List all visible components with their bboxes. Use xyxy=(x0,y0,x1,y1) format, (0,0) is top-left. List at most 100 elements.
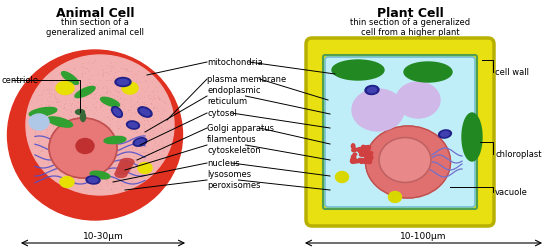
Point xyxy=(146,96,155,100)
Point xyxy=(141,162,150,166)
Point xyxy=(138,87,147,91)
Point xyxy=(125,143,134,147)
Point xyxy=(91,92,100,96)
Point xyxy=(101,78,110,82)
Point xyxy=(91,149,100,153)
Point xyxy=(151,139,160,143)
Point xyxy=(126,149,135,153)
Point xyxy=(37,93,46,97)
Point xyxy=(64,128,73,132)
Point xyxy=(60,79,69,83)
Point xyxy=(68,123,77,127)
Point xyxy=(124,108,133,112)
Point xyxy=(165,127,174,131)
Point xyxy=(127,179,136,183)
Point xyxy=(77,71,86,75)
Point xyxy=(45,109,53,113)
Point xyxy=(109,93,118,97)
Point xyxy=(50,127,59,131)
Point xyxy=(150,93,158,97)
Point xyxy=(69,66,78,70)
Point xyxy=(107,175,116,179)
Point xyxy=(70,98,79,102)
Point xyxy=(115,147,124,151)
Point xyxy=(136,169,145,173)
Point xyxy=(109,76,118,80)
Point xyxy=(138,140,147,144)
Point xyxy=(140,111,148,115)
Point xyxy=(133,159,141,163)
Ellipse shape xyxy=(351,160,354,162)
Point xyxy=(112,159,121,163)
Point xyxy=(36,114,45,118)
Point xyxy=(111,88,120,92)
Point xyxy=(124,167,133,171)
Point xyxy=(69,142,78,146)
Point xyxy=(119,118,128,122)
Point xyxy=(88,177,97,181)
Ellipse shape xyxy=(404,62,452,82)
Point xyxy=(70,134,79,138)
Point xyxy=(111,162,120,166)
Point xyxy=(138,142,147,146)
Ellipse shape xyxy=(359,159,364,161)
Point xyxy=(74,92,83,96)
Point xyxy=(73,125,81,129)
Point xyxy=(82,156,91,160)
Point xyxy=(80,186,89,190)
Point xyxy=(131,81,140,85)
Point xyxy=(46,133,54,137)
Point xyxy=(73,155,82,159)
Point xyxy=(51,100,60,104)
Point xyxy=(89,154,97,158)
Point xyxy=(43,123,52,127)
Point xyxy=(96,170,104,174)
Point xyxy=(54,155,63,159)
Point xyxy=(45,91,53,95)
Point xyxy=(52,122,60,126)
Point xyxy=(102,183,111,187)
Point xyxy=(31,131,40,135)
Point xyxy=(122,97,130,101)
Point xyxy=(104,143,113,147)
Point xyxy=(155,123,163,127)
Point xyxy=(129,154,138,158)
Ellipse shape xyxy=(26,55,174,195)
Point xyxy=(62,118,71,122)
Point xyxy=(83,153,92,157)
Point xyxy=(38,149,47,153)
Point xyxy=(151,146,160,150)
Point xyxy=(63,71,72,75)
Point xyxy=(140,136,148,140)
Point xyxy=(43,133,52,137)
Point xyxy=(34,139,43,143)
Point xyxy=(111,108,120,112)
Point xyxy=(91,142,100,146)
Ellipse shape xyxy=(104,136,126,144)
Point xyxy=(78,107,86,111)
Point xyxy=(146,137,155,141)
Point xyxy=(140,150,148,154)
Ellipse shape xyxy=(129,123,138,127)
Point xyxy=(48,124,57,128)
Point xyxy=(68,175,76,179)
Point xyxy=(118,135,127,139)
FancyBboxPatch shape xyxy=(325,57,475,207)
Ellipse shape xyxy=(140,109,150,115)
Point xyxy=(30,141,38,145)
Point xyxy=(150,143,158,147)
Point xyxy=(161,119,170,123)
Point xyxy=(98,102,107,106)
Point xyxy=(106,64,114,68)
Point xyxy=(73,106,81,110)
Point xyxy=(80,135,89,139)
Point xyxy=(124,123,133,127)
Point xyxy=(119,82,128,86)
Ellipse shape xyxy=(76,138,94,153)
Point xyxy=(91,127,100,131)
Point xyxy=(34,117,43,121)
Point xyxy=(66,69,75,73)
Point xyxy=(139,74,148,78)
Point xyxy=(159,143,168,147)
Point xyxy=(135,131,144,135)
